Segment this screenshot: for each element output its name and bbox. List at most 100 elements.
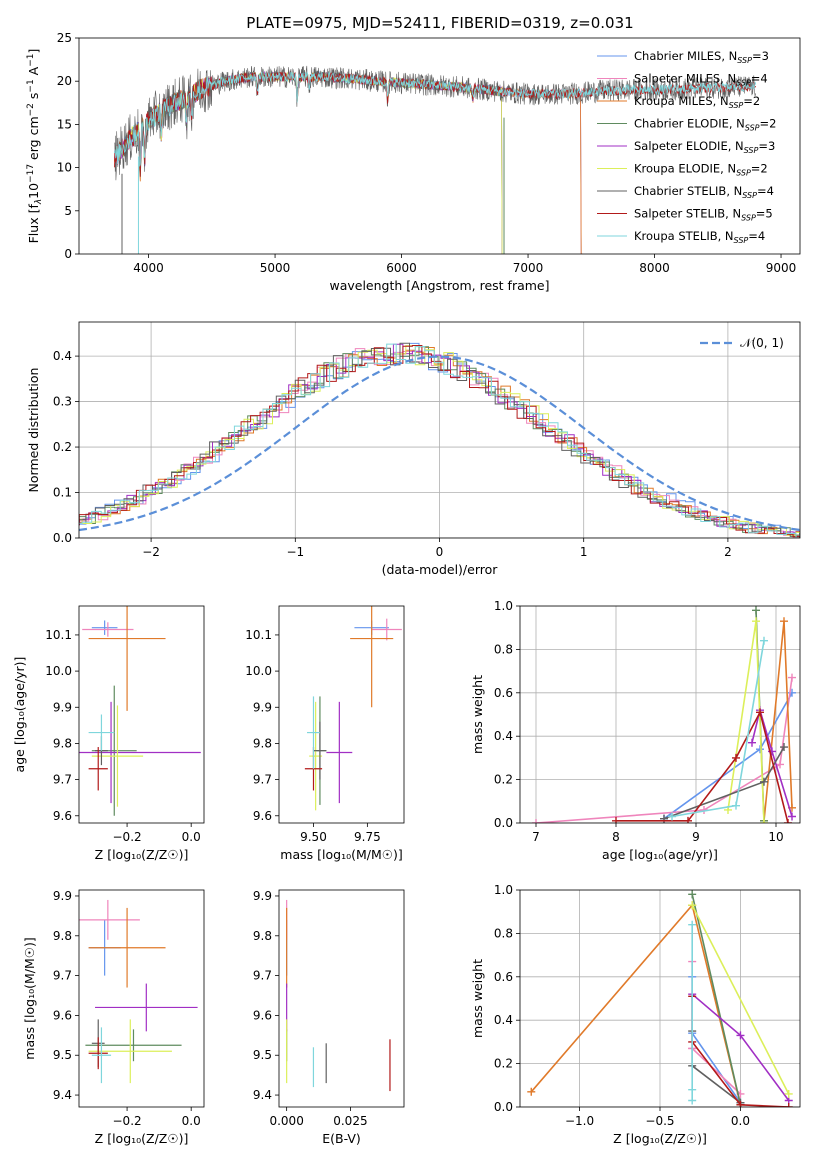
panels: 4000 5000 6000 7000 8000 90000510152025wavele… (12, 31, 801, 1146)
y-tick-label: 9.8 (253, 929, 272, 943)
legend-label-ssp: SSP (729, 101, 744, 110)
y-tick-label: 1.0 (494, 599, 513, 613)
y-axis-label-part: −1 (26, 79, 36, 92)
plot-area (520, 606, 800, 823)
legend-label: Chabrier ELODIE, NSSP=2 (634, 117, 776, 133)
y-tick-label: 5 (64, 204, 72, 218)
x-tick-label: 9000 (766, 261, 797, 275)
legend-label-n-prefix: , N (721, 49, 737, 63)
weight-line (691, 894, 742, 1105)
errorbar-salpeter-elodie (95, 983, 198, 1032)
legend-label-ssp: SSP (744, 146, 759, 155)
weight-line (751, 707, 793, 817)
y-tick-label: 9.6 (53, 809, 72, 823)
legend-label-ssp: SSP (742, 191, 757, 200)
axes-frame (278, 605, 405, 824)
y-tick-label: 0.0 (494, 816, 513, 830)
errorbar-salpeter-elodie (326, 701, 353, 804)
x-tick-label: −1 (286, 545, 304, 559)
legend-label-ssp: SSP (734, 236, 749, 245)
plot-area (114, 65, 757, 254)
legend-label-name: Chabrier ELODIE (634, 117, 729, 131)
legend-label-n-value: =2 (751, 162, 768, 176)
legend-label-ssp: SSP (736, 79, 751, 88)
spectrum-line-kroupa-stelib (114, 71, 757, 167)
axes: −1.0 −0.5 0.0 0.0 0.2 0.4 0.6 0.8 1.0 Z [log₁₀(Z/… (470, 883, 750, 1146)
legend-label-n-prefix: , N (718, 229, 734, 243)
y-axis-label: Flux [fλ10−17 erg cm−2 s−1 A−1] (26, 49, 44, 244)
y-tick-label: 9.5 (253, 1048, 272, 1062)
y-axis-label: mass weight (470, 959, 485, 1038)
weight-line (535, 677, 793, 823)
y-axis-label: age [log₁₀(age/yr)] (12, 657, 27, 773)
axes: −2 −1 0 1 2 0.0 0.1 0.2 0.3 0.4 (data-model)/error… (26, 349, 732, 577)
x-axis-label: age [log₁₀(age/yr)] (602, 847, 718, 862)
weight-marker (756, 708, 764, 717)
panel-spectrum: 4000 5000 6000 7000 8000 9000 0 5 10 15 20 25 wavele… (26, 31, 801, 293)
y-axis-label-part: A (26, 66, 41, 79)
axes: −0.2 0.0 9.4 9.5 9.6 9.7 9.8 9.9 Z [log₁₀(Z/Z☉)]… (22, 889, 201, 1146)
errorbar-chabrier-miles (91, 620, 118, 635)
legend-label: 𝒩(0, 1) (740, 336, 784, 350)
y-tick-label: 9.6 (53, 1008, 72, 1022)
errorbar-kroupa-miles (88, 606, 166, 711)
figure-title: PLATE=0975, MJD=52411, FIBERID=0319, z=0… (246, 14, 633, 32)
y-tick-label: 9.8 (53, 929, 72, 943)
x-tick-label: 4000 (133, 261, 164, 275)
axes-frame (78, 321, 801, 539)
legend-label-name: Salpeter MILES (634, 72, 720, 86)
legend-label-n-value: =4 (751, 72, 768, 86)
weight-marker (684, 816, 692, 823)
x-tick-label: 0.0 (182, 830, 201, 844)
x-axis-label: (data-model)/error (382, 562, 499, 577)
axes-frame (519, 605, 801, 824)
x-axis-label: Z [log₁₀(Z/Z☉)] (95, 1131, 189, 1146)
x-tick-label: −1.0 (565, 1114, 594, 1128)
errorbar-salpeter-miles (371, 618, 402, 641)
plot-area (79, 606, 201, 816)
y-tick-label: 9.9 (53, 700, 72, 714)
weight-marker (732, 801, 740, 810)
y-tick-label: 0.8 (494, 926, 513, 940)
legend-label-n-prefix: , N (726, 184, 742, 198)
legend-label-n-value: =4 (757, 184, 774, 198)
y-axis-label: Normed distribution (26, 368, 41, 493)
legend-label-n-value: =3 (752, 49, 769, 63)
y-tick-label: 0.8 (494, 642, 513, 656)
legend-label-name: Chabrier STELIB (634, 184, 726, 198)
y-axis-label: mass [log₁₀(M/M☉)] (22, 937, 37, 1059)
legend-label-name: Salpeter ELODIE (634, 139, 728, 153)
y-tick-label: 9.4 (53, 1088, 72, 1102)
legend-label: Chabrier STELIB, NSSP=4 (634, 184, 774, 200)
y-tick-label: 9.7 (253, 773, 272, 787)
y-tick-label: 9.7 (53, 969, 72, 983)
weight-marker (752, 617, 760, 626)
y-axis-label-part: −2 (26, 103, 36, 116)
axes-frame (519, 889, 801, 1108)
weight-marker (752, 606, 760, 615)
panel-weight-vs-age: 7 8 9 10 0.0 0.2 0.4 0.6 0.8 1.0 age [log₁₀(age/yr… (470, 599, 801, 862)
x-tick-label: 7 (532, 830, 540, 844)
weight-marker (688, 1096, 697, 1105)
weight-marker (527, 1087, 536, 1096)
weight-marker (776, 760, 784, 769)
axes: 7 8 9 10 0.0 0.2 0.4 0.6 0.8 1.0 age [log₁₀(age/yr… (470, 599, 784, 862)
legend-label-name: Chabrier MILES (634, 49, 721, 63)
x-axis-label: wavelength [Angstrom, rest frame] (329, 278, 549, 293)
x-tick-label: −2 (142, 545, 160, 559)
weight-marker (688, 1085, 697, 1094)
legend-label-n-value: =5 (756, 207, 773, 221)
y-tick-label: 0 (64, 247, 72, 261)
x-tick-label: 6000 (386, 261, 417, 275)
y-tick-label: 0.4 (494, 1013, 513, 1027)
weight-marker (760, 777, 768, 786)
weight-series-salpeter-stelib (612, 708, 792, 823)
weight-marker (688, 920, 697, 929)
x-tick-label: 1 (580, 545, 588, 559)
y-tick-label: 9.6 (253, 809, 272, 823)
y-tick-label: 9.9 (53, 889, 72, 903)
x-tick-label: 0.025 (333, 1114, 367, 1128)
y-tick-label: 0.6 (494, 970, 513, 984)
y-tick-label: 9.9 (253, 889, 272, 903)
